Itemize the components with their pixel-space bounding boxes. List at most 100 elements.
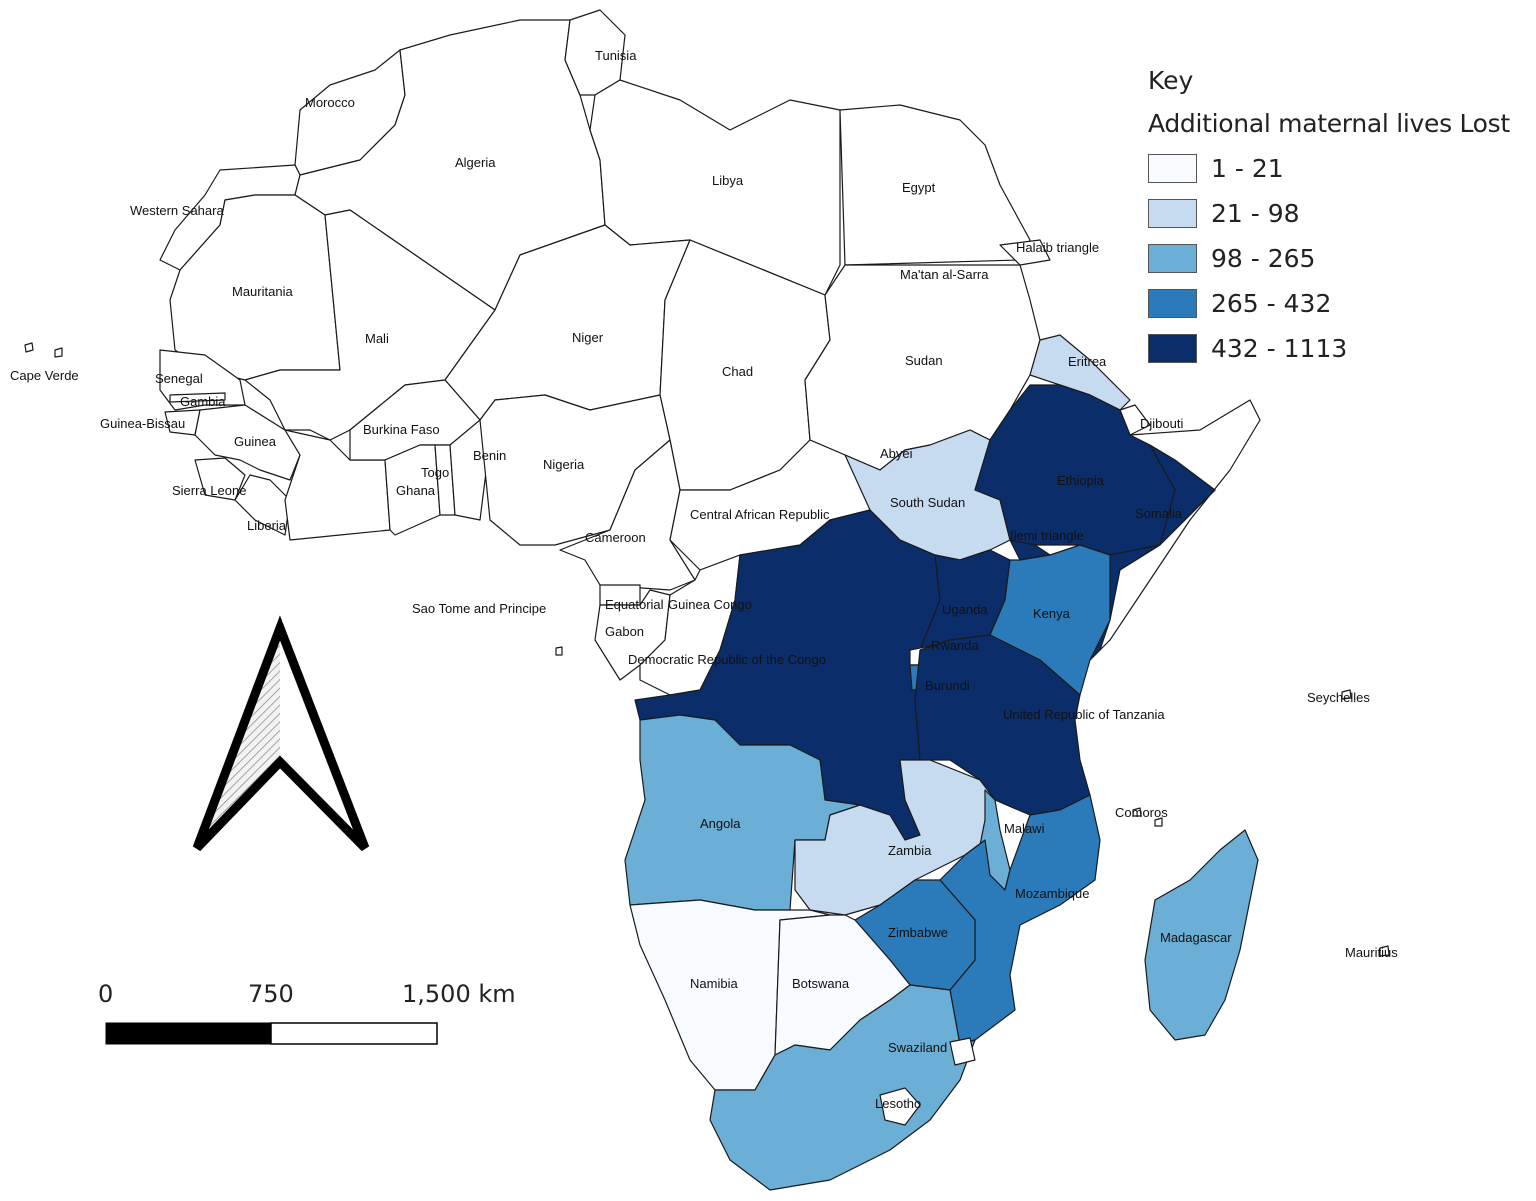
label-morocco: Morocco — [305, 95, 355, 110]
legend-item: 1 - 21 — [1148, 146, 1533, 191]
scale-label-1500: 1,500 km — [402, 980, 516, 1008]
label-uganda: Uganda — [942, 602, 988, 617]
legend-label: 98 - 265 — [1211, 244, 1316, 273]
label-libya: Libya — [712, 173, 744, 188]
country-madagascar[interactable] — [1144, 829, 1259, 1041]
north-arrow-icon — [192, 615, 370, 852]
label-algeria: Algeria — [455, 155, 496, 170]
label-burkina-faso: Burkina Faso — [363, 422, 440, 437]
legend-item: 432 - 1113 — [1148, 326, 1533, 371]
scale-label-750: 750 — [248, 980, 294, 1008]
country-comoros[interactable] — [1132, 807, 1163, 827]
label-western-sahara: Western Sahara — [130, 203, 224, 218]
label-eritrea: Eritrea — [1068, 354, 1107, 369]
label-ghana: Ghana — [396, 483, 436, 498]
label-djibouti: Djibouti — [1140, 416, 1183, 431]
label-kenya: Kenya — [1033, 606, 1071, 621]
label-halaib: Halaib triangle — [1016, 240, 1099, 255]
legend-swatch — [1148, 334, 1197, 363]
label-zimbabwe: Zimbabwe — [888, 925, 948, 940]
label-lesotho: Lesotho — [875, 1096, 921, 1111]
legend-swatch — [1148, 244, 1197, 273]
label-togo: Togo — [421, 465, 449, 480]
label-mali: Mali — [365, 331, 389, 346]
country-gambia[interactable] — [169, 392, 226, 403]
label-mauritius: Mauritius — [1345, 945, 1398, 960]
label-gabon: Gabon — [605, 624, 644, 639]
label-comoros: Comoros — [1115, 805, 1168, 820]
label-sudan: Sudan — [905, 353, 943, 368]
legend-swatch — [1148, 154, 1197, 183]
label-guinea-bissau: Guinea-Bissau — [100, 416, 185, 431]
label-niger: Niger — [572, 330, 604, 345]
scale-label-0: 0 — [98, 980, 114, 1008]
country-kenya[interactable] — [989, 544, 1111, 696]
label-burundi: Burundi — [925, 678, 970, 693]
label-swaziland: Swaziland — [888, 1040, 947, 1055]
label-malawi: Malawi — [1004, 821, 1045, 836]
legend-label: 1 - 21 — [1211, 154, 1284, 183]
label-drc: Democratic Republic of the Congo — [628, 652, 826, 667]
country-sao-tome[interactable] — [555, 646, 563, 656]
country-benin[interactable] — [449, 419, 491, 521]
label-ethiopia: Ethiopia — [1057, 473, 1105, 488]
label-mauritania: Mauritania — [232, 284, 293, 299]
legend-swatch — [1148, 199, 1197, 228]
country-labels: Morocco Western Sahara Algeria Tunisia L… — [10, 48, 1398, 1111]
country-egypt[interactable] — [839, 104, 1031, 266]
label-cape-verde: Cape Verde — [10, 368, 79, 383]
country-lesotho[interactable] — [879, 1087, 921, 1126]
label-rwanda: Rwanda — [931, 638, 979, 653]
scale-bar — [105, 1022, 438, 1045]
label-eq-guinea: Equatorial — [605, 597, 664, 612]
label-chad: Chad — [722, 364, 753, 379]
label-tunisia: Tunisia — [595, 48, 637, 63]
label-senegal: Senegal — [155, 371, 203, 386]
legend-item: 98 - 265 — [1148, 236, 1533, 281]
country-layer — [24, 9, 1390, 1191]
legend-subtitle: Additional maternal lives Lost — [1148, 109, 1510, 138]
country-ivory-coast[interactable] — [284, 429, 391, 541]
legend-label: 432 - 1113 — [1211, 334, 1348, 363]
country-libya[interactable] — [589, 79, 841, 296]
legend-label: 21 - 98 — [1211, 199, 1300, 228]
map-legend: Key Additional maternal lives Lost 1 - 2… — [1148, 66, 1533, 371]
label-madagascar: Madagascar — [1160, 930, 1232, 945]
label-tanzania: United Republic of Tanzania — [1003, 707, 1165, 722]
label-somalia: Somalia — [1135, 506, 1183, 521]
country-mauritius[interactable] — [1379, 945, 1390, 957]
country-guinea[interactable] — [194, 404, 301, 481]
label-seychelles: Seychelles — [1307, 690, 1370, 705]
label-gambia: Gambia — [180, 394, 226, 409]
label-liberia: Liberia — [247, 518, 287, 533]
country-swaziland[interactable] — [949, 1037, 976, 1066]
label-ilemi: Ilemi triangle — [1010, 528, 1084, 543]
label-nigeria: Nigeria — [543, 457, 585, 472]
label-abyei: Abyei — [880, 446, 913, 461]
label-mozambique: Mozambique — [1015, 886, 1089, 901]
legend-label: 265 - 432 — [1211, 289, 1332, 318]
label-cameroon: Cameroon — [585, 530, 646, 545]
label-angola: Angola — [700, 816, 741, 831]
label-congo: Guinea Congo — [668, 597, 752, 612]
country-cape-verde[interactable] — [24, 342, 63, 358]
legend-item: 21 - 98 — [1148, 191, 1533, 236]
label-egypt: Egypt — [902, 180, 936, 195]
label-botswana: Botswana — [792, 976, 850, 991]
legend-title: Key — [1148, 66, 1194, 95]
label-south-sudan: South Sudan — [890, 495, 965, 510]
legend-swatch — [1148, 289, 1197, 318]
country-halaib[interactable] — [999, 239, 1051, 266]
label-benin: Benin — [473, 448, 506, 463]
legend-item: 265 - 432 — [1148, 281, 1533, 326]
label-sierra-leone: Sierra Leone — [172, 483, 246, 498]
country-sierra-leone[interactable] — [194, 457, 246, 501]
label-car: Central African Republic — [690, 507, 830, 522]
label-maatan: Ma'tan al-Sarra — [900, 267, 989, 282]
label-guinea: Guinea — [234, 434, 277, 449]
country-seychelles[interactable] — [1341, 689, 1352, 700]
label-zambia: Zambia — [888, 843, 932, 858]
country-zambia[interactable] — [794, 759, 996, 916]
label-namibia: Namibia — [690, 976, 738, 991]
